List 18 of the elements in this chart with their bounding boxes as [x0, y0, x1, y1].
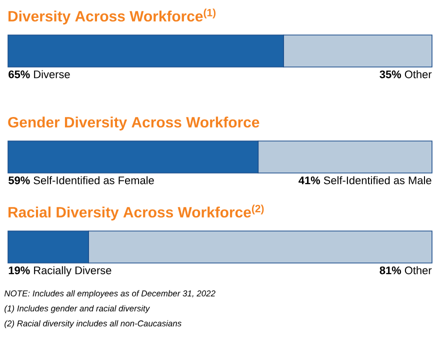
chart-title: Gender Diversity Across Workforce [8, 116, 260, 130]
data-label: 19% [8, 266, 30, 274]
series-label: Other [404, 70, 432, 78]
data-label: 35% [380, 70, 402, 78]
data-label: 65% [8, 70, 30, 78]
text: (2) Racial diversity includes all non-Caucasians [4, 320, 182, 328]
text: (1) Includes gender and racial diversity [4, 305, 150, 314]
chart-title: Diversity Across Workforce$^{(1)}$ [8, 8, 216, 24]
data-label: 41% [298, 176, 320, 184]
data-label: 59% [8, 176, 30, 184]
series-label: Self-Identified as Female [34, 176, 154, 184]
text: NOTE: Includes all employees as of December 31, 2022 [4, 290, 216, 298]
chart-title: Racial Diversity Across Workforce$^{(2)}$ [8, 204, 264, 220]
series-label: Racially Diverse [34, 266, 112, 276]
series-label: Self-Identified as Male [324, 176, 432, 184]
series-label: Diverse [34, 70, 70, 78]
data-label: 81% [380, 266, 402, 274]
series-label: Other [404, 266, 432, 274]
